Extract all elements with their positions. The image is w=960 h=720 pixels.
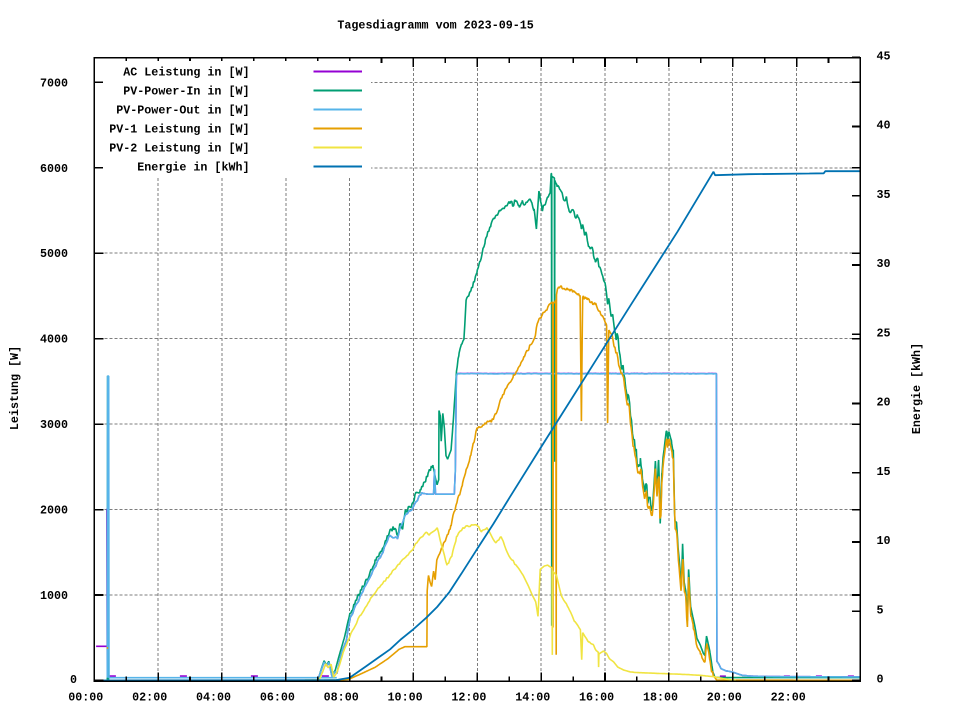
svg-text:PV-2 Leistung in [W]: PV-2 Leistung in [W] (109, 142, 249, 156)
svg-text:02:00: 02:00 (132, 691, 167, 705)
svg-text:14:00: 14:00 (515, 691, 550, 705)
svg-text:7000: 7000 (40, 76, 68, 90)
svg-text:06:00: 06:00 (260, 691, 295, 705)
svg-text:15: 15 (877, 465, 891, 479)
svg-text:25: 25 (877, 326, 891, 340)
svg-text:10:00: 10:00 (388, 691, 423, 705)
svg-text:30: 30 (877, 257, 891, 271)
svg-text:20:00: 20:00 (707, 691, 742, 705)
svg-text:35: 35 (877, 188, 891, 202)
svg-text:3000: 3000 (40, 418, 68, 432)
svg-text:0: 0 (877, 673, 884, 687)
svg-text:16:00: 16:00 (579, 691, 614, 705)
svg-text:Energie [kWh]: Energie [kWh] (910, 343, 924, 434)
svg-text:Tagesdiagramm vom 2023-09-15: Tagesdiagramm vom 2023-09-15 (337, 19, 533, 33)
svg-text:40: 40 (877, 119, 891, 133)
svg-text:PV-Power-In in [W]: PV-Power-In in [W] (123, 85, 249, 99)
svg-text:00:00: 00:00 (68, 691, 103, 705)
svg-text:Leistung [W]: Leistung [W] (8, 346, 22, 430)
svg-text:PV-1 Leistung in [W]: PV-1 Leistung in [W] (109, 123, 249, 137)
svg-text:4000: 4000 (40, 333, 68, 347)
svg-text:5000: 5000 (40, 247, 68, 261)
svg-text:08:00: 08:00 (324, 691, 359, 705)
svg-text:12:00: 12:00 (451, 691, 486, 705)
svg-text:22:00: 22:00 (771, 691, 806, 705)
svg-text:0: 0 (70, 673, 77, 687)
svg-text:2000: 2000 (40, 504, 68, 518)
svg-text:20: 20 (877, 396, 891, 410)
svg-text:45: 45 (877, 49, 891, 63)
svg-text:10: 10 (877, 534, 891, 548)
svg-text:18:00: 18:00 (643, 691, 678, 705)
svg-text:AC Leistung in [W]: AC Leistung in [W] (123, 66, 249, 80)
svg-text:6000: 6000 (40, 162, 68, 176)
svg-text:5: 5 (877, 603, 884, 617)
svg-text:Energie in [kWh]: Energie in [kWh] (137, 161, 249, 175)
svg-text:1000: 1000 (40, 589, 68, 603)
svg-text:PV-Power-Out in [W]: PV-Power-Out in [W] (116, 104, 249, 118)
svg-text:04:00: 04:00 (196, 691, 231, 705)
